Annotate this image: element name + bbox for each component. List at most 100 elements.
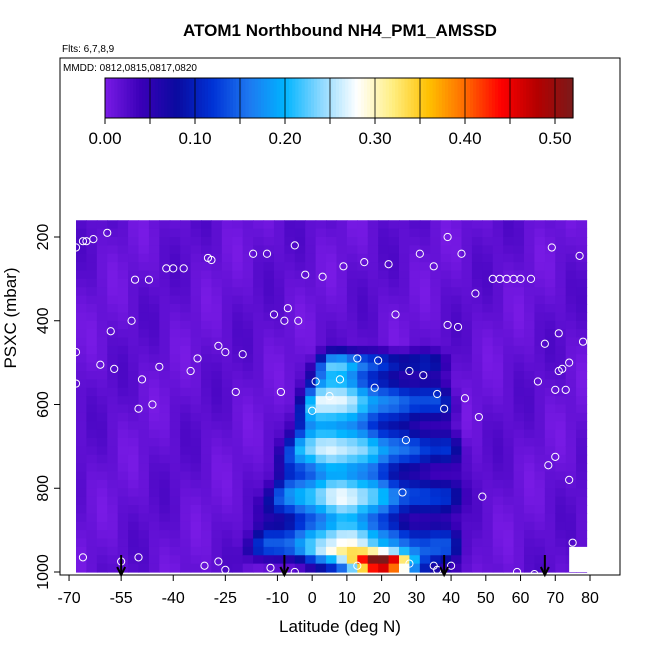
heatmap-cell bbox=[315, 454, 327, 464]
heatmap-cell bbox=[76, 387, 88, 397]
heatmap-cell bbox=[398, 270, 411, 280]
heatmap-cell bbox=[232, 446, 244, 456]
heatmap-cell bbox=[211, 446, 223, 456]
heatmap-cell bbox=[242, 270, 254, 280]
heatmap-cell bbox=[461, 253, 473, 263]
heatmap-cell bbox=[440, 555, 452, 565]
colorbar-swatch bbox=[410, 78, 415, 118]
heatmap-cell bbox=[409, 320, 421, 330]
heatmap-cell bbox=[315, 538, 327, 548]
heatmap-cell bbox=[524, 220, 536, 230]
heatmap-cell bbox=[96, 429, 108, 439]
heatmap-cell bbox=[201, 320, 213, 330]
heatmap-cell bbox=[190, 454, 202, 464]
heatmap-cell bbox=[273, 278, 285, 288]
heatmap-cell bbox=[461, 295, 473, 305]
heatmap-cell bbox=[211, 563, 223, 573]
heatmap-cell bbox=[180, 421, 192, 431]
heatmap-cell bbox=[555, 563, 567, 573]
heatmap-cell bbox=[336, 262, 348, 272]
sample-point bbox=[249, 249, 258, 258]
sample-point bbox=[443, 232, 452, 242]
heatmap-cell bbox=[513, 245, 525, 255]
heatmap-cell bbox=[398, 379, 411, 389]
heatmap-cell bbox=[513, 362, 525, 372]
heatmap-cell bbox=[148, 505, 160, 514]
heatmap-cell bbox=[503, 438, 515, 447]
heatmap-cell bbox=[294, 563, 306, 573]
heatmap-cell bbox=[263, 538, 275, 548]
heatmap-cell bbox=[86, 505, 98, 514]
heatmap-cell bbox=[253, 446, 265, 456]
heatmap-cell bbox=[388, 278, 400, 288]
sample-point bbox=[374, 356, 383, 365]
heatmap-cell bbox=[440, 438, 452, 447]
heatmap-cell bbox=[128, 304, 140, 313]
heatmap-cell bbox=[346, 345, 358, 355]
heatmap-cell bbox=[503, 237, 515, 246]
heatmap-cell bbox=[263, 387, 275, 397]
heatmap-cell bbox=[524, 287, 536, 297]
heatmap-cell bbox=[367, 320, 379, 330]
heatmap-cell bbox=[471, 404, 483, 414]
colorbar-swatch bbox=[301, 78, 306, 118]
heatmap-cell bbox=[357, 429, 369, 439]
heatmap-cell bbox=[388, 337, 400, 347]
heatmap-cell bbox=[534, 387, 546, 397]
heatmap-cell bbox=[398, 446, 411, 456]
heatmap-cell bbox=[461, 488, 473, 498]
x-tick-label: 20 bbox=[373, 590, 391, 607]
heatmap-cell bbox=[86, 253, 98, 263]
heatmap-cell bbox=[451, 295, 463, 305]
sample-point bbox=[429, 561, 438, 570]
heatmap-cell bbox=[211, 295, 223, 305]
heatmap-cell bbox=[169, 412, 181, 422]
heatmap-cell bbox=[294, 237, 306, 246]
heatmap-cell bbox=[242, 245, 254, 255]
heatmap-cell bbox=[242, 496, 254, 506]
heatmap-cell bbox=[107, 412, 119, 422]
heatmap-cell bbox=[232, 530, 244, 540]
heatmap-cell bbox=[128, 320, 140, 330]
sample-point bbox=[478, 492, 487, 501]
heatmap-cell bbox=[180, 521, 192, 531]
heatmap-cell bbox=[565, 505, 577, 514]
heatmap-cell bbox=[190, 287, 202, 297]
heatmap-cell bbox=[315, 421, 327, 431]
heatmap-cell bbox=[534, 278, 546, 288]
heatmap-cell bbox=[482, 278, 494, 288]
heatmap-cell bbox=[513, 396, 525, 406]
heatmap-cell bbox=[159, 546, 171, 556]
heatmap-cell bbox=[440, 546, 452, 556]
heatmap-cell bbox=[565, 278, 577, 288]
heatmap-cell bbox=[96, 555, 108, 565]
heatmap-cell bbox=[388, 262, 400, 272]
heatmap-cell bbox=[284, 237, 296, 246]
heatmap-cell bbox=[159, 287, 171, 297]
heatmap-cell bbox=[253, 555, 265, 565]
heatmap-cell bbox=[159, 521, 171, 531]
heatmap-cell bbox=[326, 270, 338, 280]
heatmap-cell bbox=[253, 337, 265, 347]
heatmap-cell bbox=[232, 278, 244, 288]
heatmap-cell bbox=[451, 488, 463, 498]
heatmap-cell bbox=[190, 538, 202, 548]
heatmap-cell bbox=[492, 220, 504, 230]
heatmap-cell bbox=[513, 546, 525, 556]
heatmap-cell bbox=[482, 387, 494, 397]
heatmap-cell bbox=[388, 513, 400, 523]
heatmap-cell bbox=[524, 295, 536, 305]
heatmap-cell bbox=[221, 345, 233, 355]
heatmap-cell bbox=[357, 530, 369, 540]
sample-point bbox=[110, 364, 119, 374]
heatmap-cell bbox=[367, 463, 379, 473]
heatmap-cell bbox=[326, 404, 338, 414]
heatmap-cell bbox=[159, 463, 171, 473]
heatmap-cell bbox=[159, 421, 171, 431]
heatmap-cell bbox=[357, 362, 369, 372]
colorbar-swatch bbox=[479, 78, 484, 118]
heatmap-cell bbox=[138, 253, 150, 263]
heatmap-cell bbox=[357, 521, 369, 531]
sample-point bbox=[130, 275, 140, 284]
heatmap-cell bbox=[96, 304, 108, 313]
